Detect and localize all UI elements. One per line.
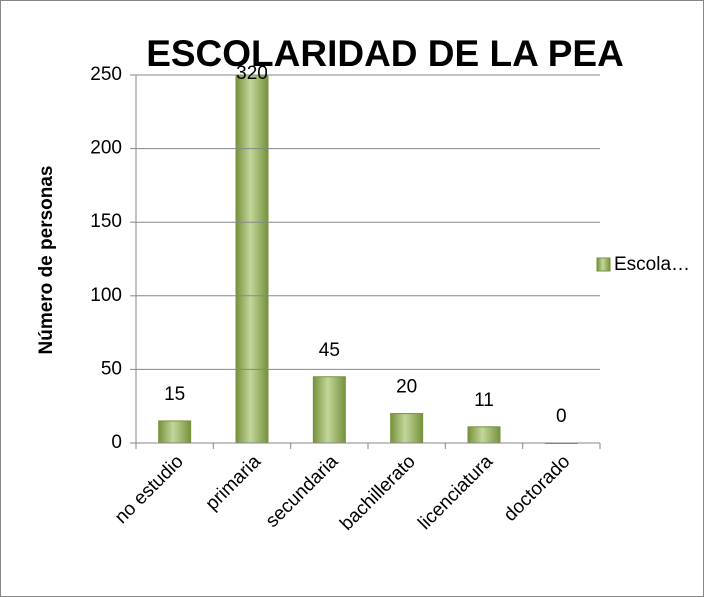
data-label: 0 <box>556 406 567 427</box>
data-label: 320 <box>236 63 268 84</box>
chart-title: ESCOLARIDAD DE LA PEA <box>146 33 624 74</box>
bar <box>467 426 501 444</box>
data-label: 11 <box>474 390 494 411</box>
y-tick-label: 250 <box>90 64 122 85</box>
legend-swatch <box>596 257 611 272</box>
y-tick-label: 50 <box>101 358 122 379</box>
bar <box>158 420 192 444</box>
bar <box>390 413 424 444</box>
data-label: 20 <box>396 377 417 398</box>
data-label: 45 <box>319 340 340 361</box>
y-tick-label: 200 <box>90 138 122 159</box>
y-tick-label: 0 <box>111 432 122 453</box>
y-tick-label: 100 <box>90 285 122 306</box>
y-axis-label: Número de personas <box>36 166 57 355</box>
data-label: 15 <box>164 384 185 405</box>
bar <box>312 376 346 444</box>
legend-label: Escola… <box>614 254 690 275</box>
y-tick-label: 150 <box>90 211 122 232</box>
